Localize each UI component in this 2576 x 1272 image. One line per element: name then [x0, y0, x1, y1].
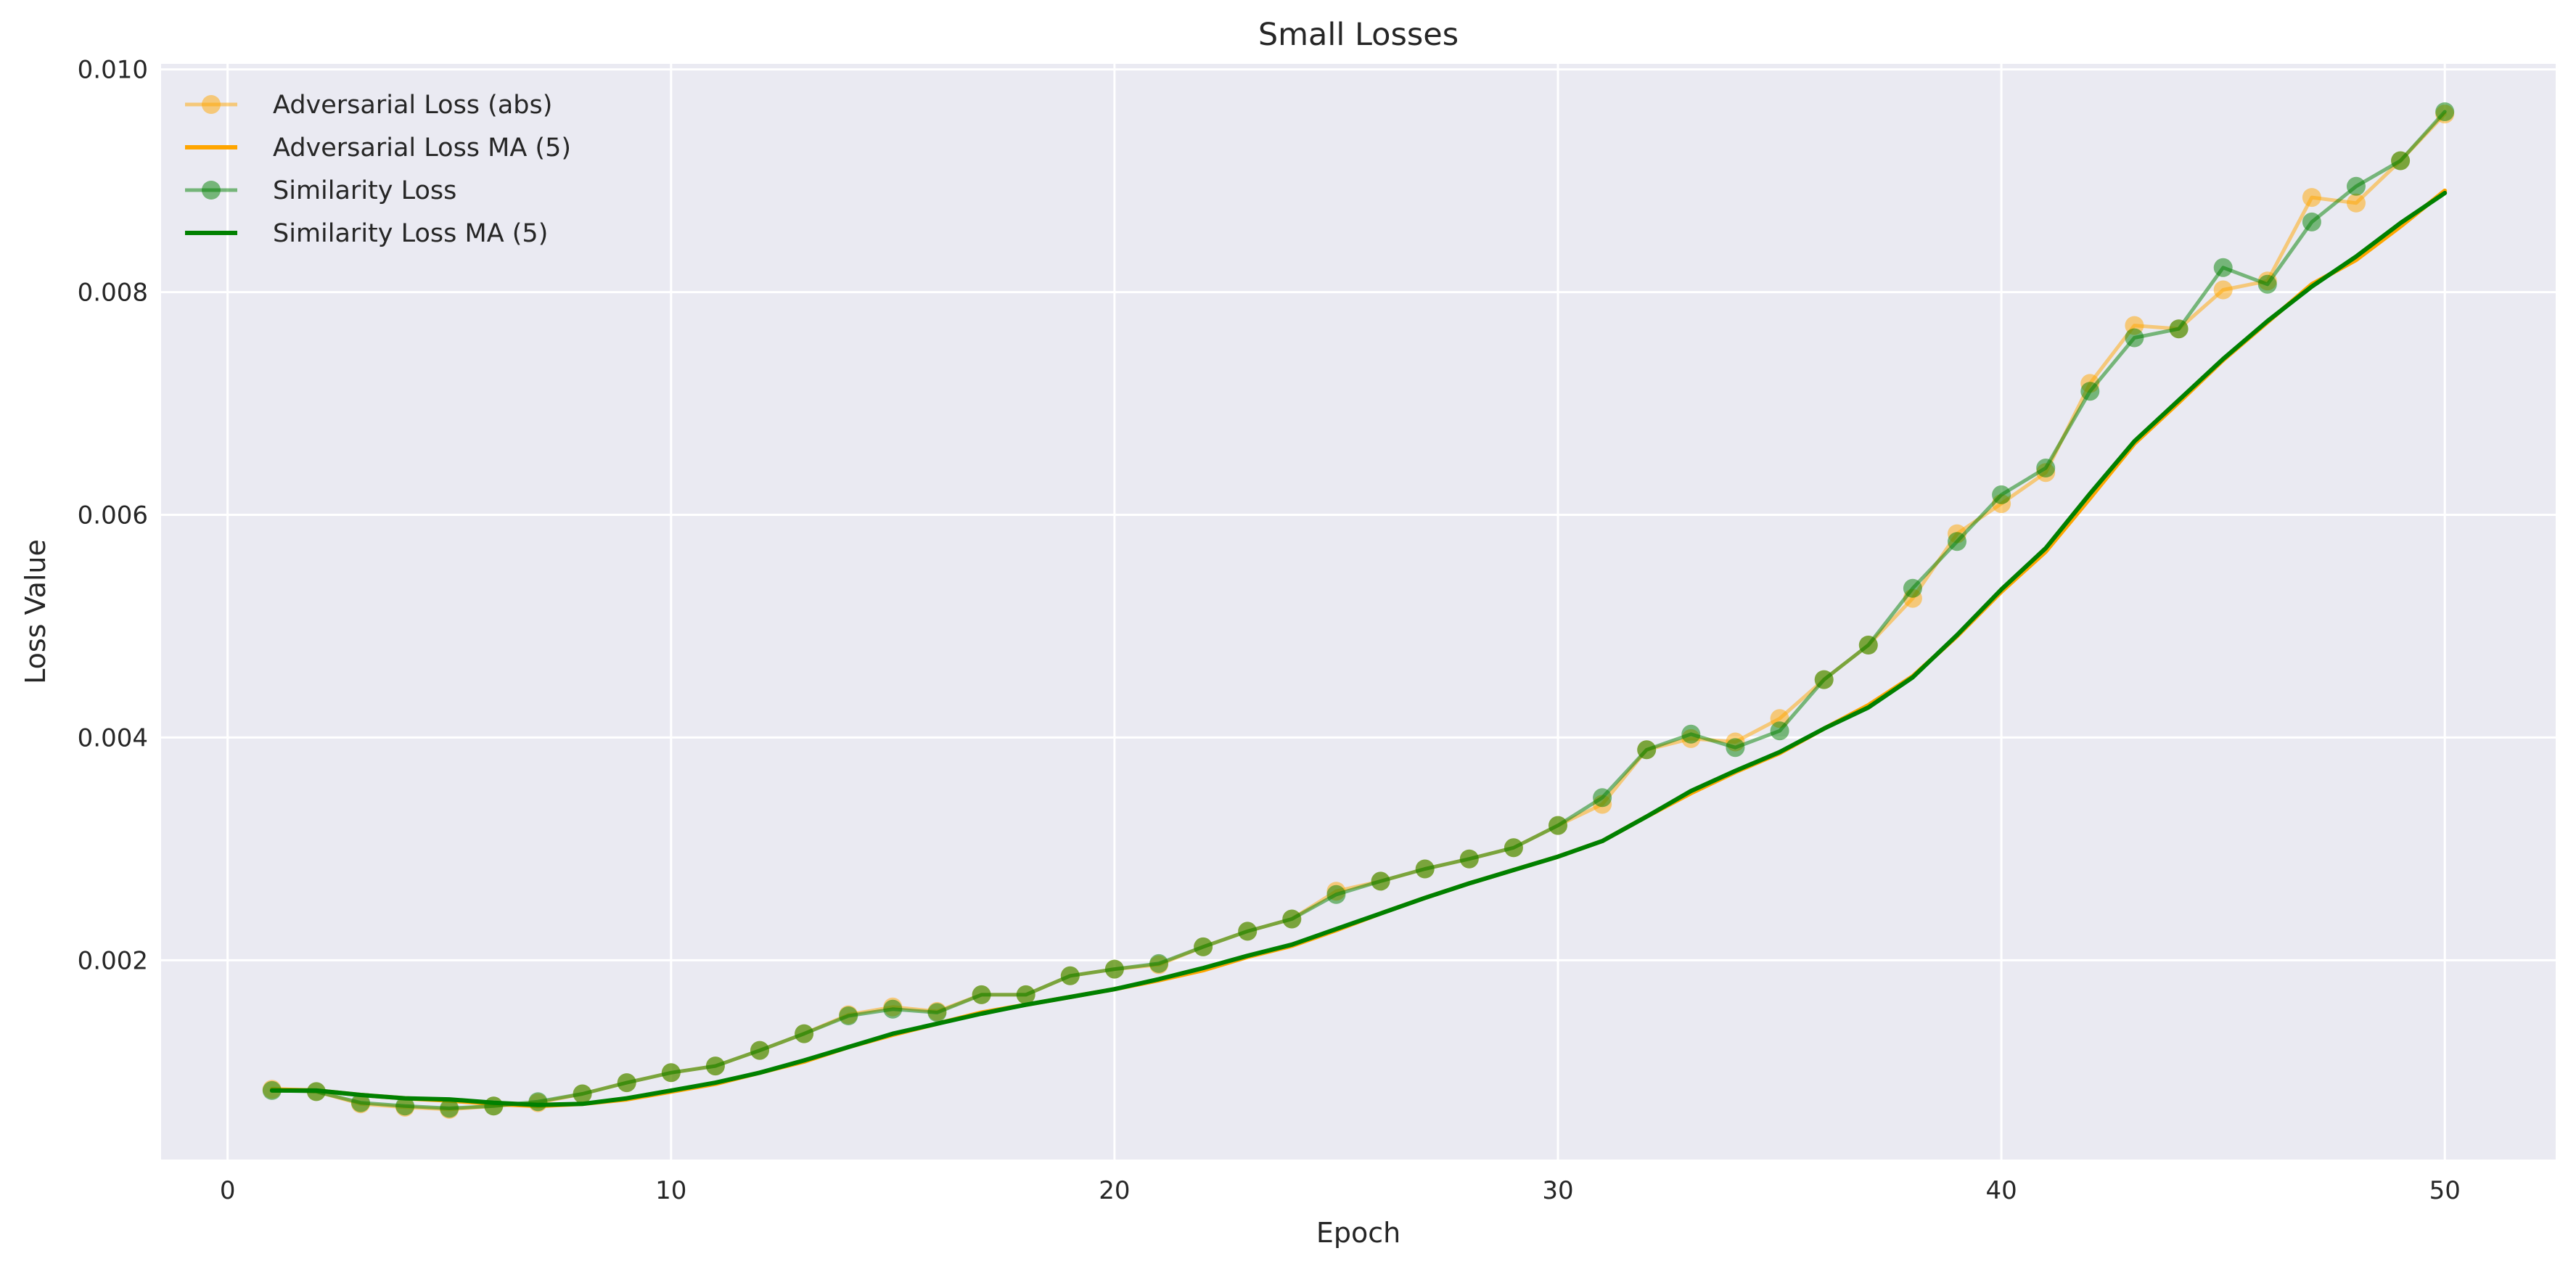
legend-item: Adversarial Loss MA (5)	[185, 134, 571, 163]
data-point	[395, 1096, 415, 1116]
data-point	[1549, 816, 1567, 835]
x-tick-label: 40	[1985, 1176, 2017, 1205]
y-tick-label: 0.010	[78, 56, 148, 85]
y-tick-label: 0.006	[78, 501, 148, 530]
data-point	[617, 1073, 636, 1093]
legend-label: Similarity Loss	[273, 176, 456, 205]
legend: Adversarial Loss (abs) Adversarial Loss M…	[185, 91, 571, 248]
data-point	[839, 1006, 858, 1025]
data-point	[1504, 838, 1523, 858]
plot-area	[161, 64, 2556, 1160]
data-point	[883, 999, 903, 1019]
data-point	[1238, 922, 1258, 941]
data-point	[661, 1063, 681, 1083]
data-point	[1637, 740, 1657, 760]
legend-label: Similarity Loss MA (5)	[273, 219, 548, 248]
data-point	[1415, 859, 1435, 879]
data-point	[1593, 788, 1612, 808]
data-point	[1371, 871, 1390, 891]
data-point	[2347, 193, 2366, 213]
chart-title: Small Losses	[1258, 17, 1459, 53]
data-point	[1814, 670, 1834, 689]
x-tick-label: 10	[655, 1176, 686, 1205]
y-tick-label: 0.002	[78, 946, 148, 975]
x-tick-label: 20	[1099, 1176, 1130, 1205]
y-axis-label: Loss Value	[20, 539, 52, 684]
data-point	[573, 1084, 592, 1104]
data-point	[1770, 721, 1789, 741]
data-point	[2213, 258, 2233, 277]
data-point	[440, 1099, 459, 1118]
series-line	[269, 191, 2448, 1107]
data-point	[795, 1024, 814, 1043]
data-point	[2169, 319, 2189, 339]
data-point	[2125, 328, 2144, 348]
legend-item: Adversarial Loss (abs)	[185, 91, 552, 120]
data-point	[1016, 985, 1035, 1004]
data-point	[1681, 724, 1701, 744]
legend-swatch-marker	[202, 181, 221, 200]
data-point	[351, 1093, 370, 1112]
x-axis-label: Epoch	[1316, 1217, 1400, 1249]
data-point	[484, 1096, 504, 1116]
data-point	[1903, 578, 1922, 598]
data-point	[1992, 485, 2011, 504]
legend-item: Similarity Loss	[185, 176, 456, 205]
data-point	[1726, 738, 1745, 758]
x-axis-ticks: 0 10 20 30 40 50	[220, 1176, 2461, 1205]
data-point	[1149, 953, 1168, 973]
data-point	[2302, 212, 2321, 231]
data-point	[1459, 849, 1479, 869]
data-point	[2036, 459, 2056, 477]
y-axis-ticks: 0.002 0.004 0.006 0.008 0.010	[78, 56, 148, 976]
y-tick-label: 0.008	[78, 279, 148, 308]
data-point	[927, 1003, 947, 1022]
data-point	[2391, 151, 2411, 171]
data-point	[1104, 959, 1124, 979]
data-point	[750, 1041, 769, 1060]
data-point	[1194, 937, 1213, 956]
series-layer	[262, 102, 2455, 1119]
legend-swatch-marker	[202, 95, 221, 114]
series-similarity-loss-ma-5	[269, 191, 2448, 1107]
data-point	[1060, 966, 1080, 985]
data-point	[2347, 176, 2366, 196]
y-tick-label: 0.004	[78, 723, 148, 752]
x-tick-label: 50	[2429, 1176, 2461, 1205]
data-point	[2213, 280, 2233, 300]
data-point	[1282, 909, 1302, 929]
data-point	[1326, 885, 1346, 904]
x-tick-label: 0	[220, 1176, 236, 1205]
data-point	[2080, 382, 2100, 401]
data-point	[1858, 636, 1878, 655]
data-point	[972, 985, 991, 1004]
x-tick-label: 30	[1542, 1176, 1573, 1205]
legend-label: Adversarial Loss MA (5)	[273, 134, 571, 163]
data-point	[2257, 274, 2277, 294]
series-similarity-loss	[262, 102, 2455, 1118]
data-point	[528, 1092, 548, 1112]
legend-label: Adversarial Loss (abs)	[273, 91, 552, 120]
grid-lines	[161, 64, 2556, 1160]
data-point	[705, 1056, 725, 1076]
legend-item: Similarity Loss MA (5)	[185, 219, 548, 248]
data-point	[2302, 188, 2321, 208]
data-point	[2435, 102, 2455, 121]
data-point	[1948, 532, 1966, 551]
